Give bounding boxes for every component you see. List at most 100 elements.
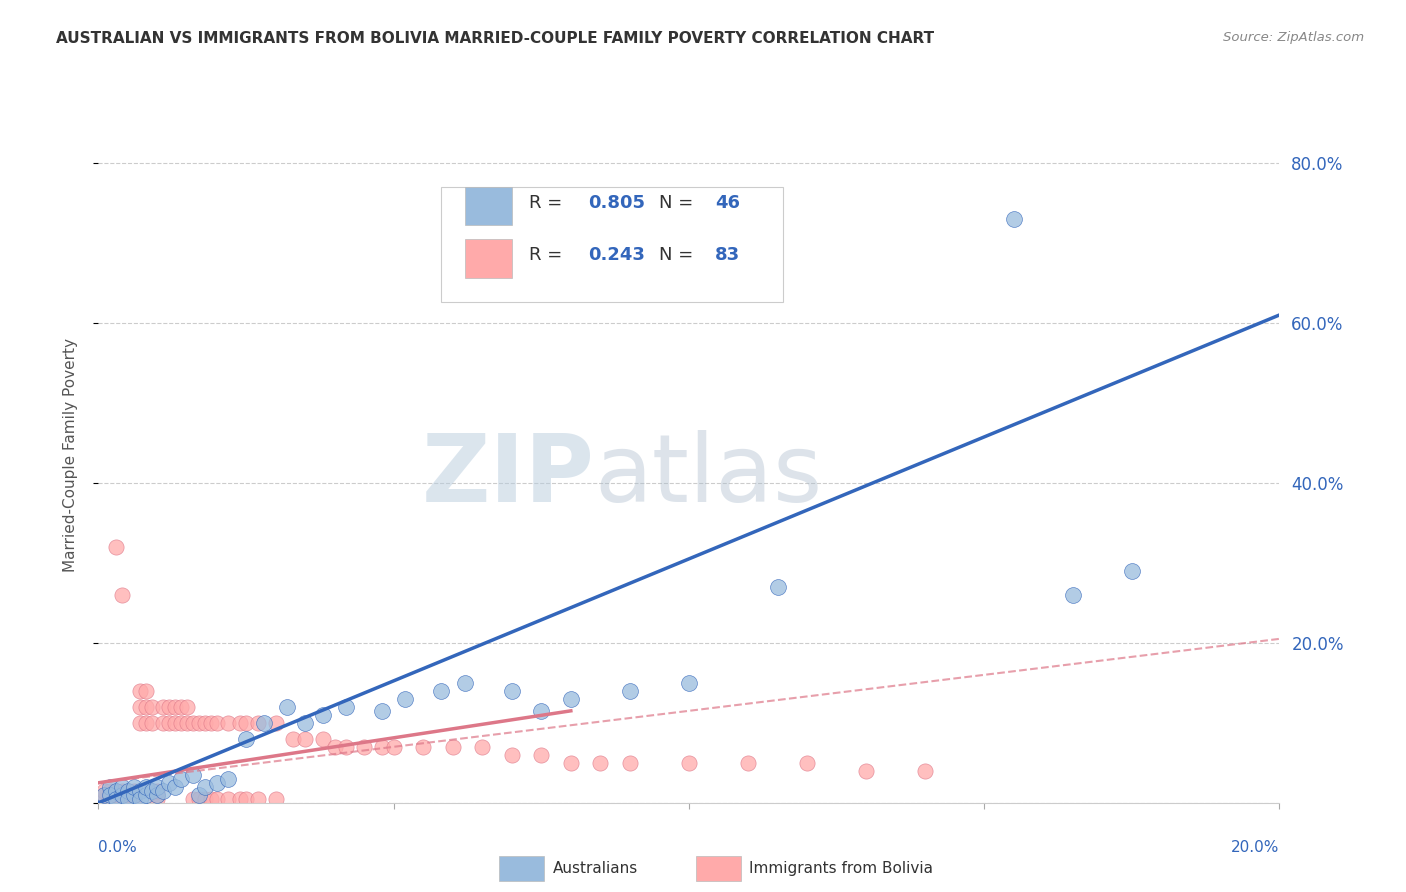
Point [205,715,228,730]
Point [246,792,269,806]
Point [152,784,174,798]
Point [122,788,145,802]
Point [194,792,217,806]
Point [530,704,553,718]
Text: 0.805: 0.805 [589,194,645,212]
Point [157,776,180,790]
Point [128,699,150,714]
Point [766,580,789,594]
Point [181,792,204,806]
Point [98,788,121,802]
Point [796,756,818,770]
Point [294,715,316,730]
Point [93,784,115,798]
Point [93,788,115,802]
Text: AUSTRALIAN VS IMMIGRANTS FROM BOLIVIA MARRIED-COUPLE FAMILY POVERTY CORRELATION : AUSTRALIAN VS IMMIGRANTS FROM BOLIVIA MA… [56,31,935,46]
Point [128,683,150,698]
Point [122,792,145,806]
Point [619,683,641,698]
Point [229,715,252,730]
Point [181,715,204,730]
Text: 20.0%: 20.0% [1232,839,1279,855]
Point [117,792,139,806]
Point [430,683,453,698]
Point [914,764,936,778]
Point [105,784,128,798]
Point [170,699,193,714]
Point [122,784,145,798]
Point [146,788,169,802]
Point [141,784,163,798]
Point [371,704,394,718]
Point [157,699,180,714]
Point [117,784,139,798]
Point [98,792,121,806]
Point [152,699,174,714]
Point [122,788,145,802]
Point [170,772,193,786]
Text: Immigrants from Bolivia: Immigrants from Bolivia [749,862,934,876]
Point [560,756,582,770]
FancyBboxPatch shape [441,187,783,301]
Point [453,676,475,690]
Point [246,715,269,730]
Point [283,731,305,746]
Point [560,691,582,706]
Point [412,739,434,754]
Point [194,780,217,794]
Point [111,780,134,794]
Point [111,792,134,806]
Point [98,780,121,794]
Point [187,788,209,802]
Point [105,540,128,554]
Point [371,739,394,754]
Text: ZIP: ZIP [422,430,595,522]
Point [105,784,128,798]
Point [312,707,335,722]
Text: 46: 46 [714,194,740,212]
Bar [464,239,512,277]
Point [165,780,187,794]
Point [200,715,222,730]
Point [471,739,494,754]
Point [855,764,877,778]
Point [335,739,357,754]
Text: N =: N = [659,194,699,212]
Text: atlas: atlas [595,430,823,522]
Point [323,739,346,754]
Point [235,715,257,730]
Point [128,784,150,798]
Text: R =: R = [530,194,568,212]
Point [141,699,163,714]
Point [105,788,128,802]
Point [146,788,169,802]
Point [170,715,193,730]
Point [501,747,523,762]
Point [312,731,335,746]
Point [294,731,316,746]
Point [353,739,375,754]
Text: R =: R = [530,245,568,263]
Point [117,792,139,806]
Point [135,715,157,730]
Point [187,715,209,730]
Point [157,715,180,730]
Point [235,792,257,806]
Point [1062,588,1084,602]
Text: 0.243: 0.243 [589,245,645,263]
Point [135,788,157,802]
Point [141,715,163,730]
Point [117,792,139,806]
Point [176,699,198,714]
Point [678,756,700,770]
Point [229,792,252,806]
Bar [464,187,512,226]
Point [619,756,641,770]
Point [146,792,169,806]
Point [394,691,416,706]
Text: Source: ZipAtlas.com: Source: ZipAtlas.com [1223,31,1364,45]
Point [98,788,121,802]
Point [181,768,204,782]
Point [128,715,150,730]
Point [264,792,287,806]
